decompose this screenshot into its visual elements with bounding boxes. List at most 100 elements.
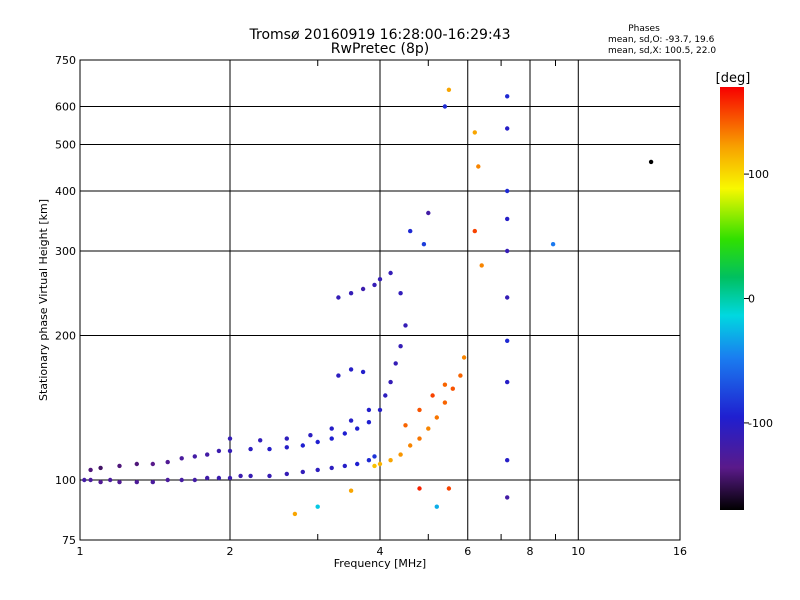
echo-point bbox=[472, 130, 477, 135]
echo-point bbox=[284, 436, 289, 441]
echo-point bbox=[648, 159, 654, 165]
echo-point bbox=[315, 504, 320, 509]
echo-point bbox=[388, 379, 393, 385]
echo-point bbox=[82, 477, 87, 483]
y-tick-label: 400 bbox=[55, 185, 76, 198]
stats-title: Phases bbox=[628, 24, 660, 34]
echo-point bbox=[150, 461, 155, 467]
echo-point bbox=[505, 295, 510, 300]
y-tick-label: 750 bbox=[55, 54, 76, 67]
echo-point bbox=[267, 473, 272, 479]
echo-point bbox=[417, 407, 422, 413]
echo-point bbox=[192, 454, 197, 459]
echo-point bbox=[372, 463, 377, 469]
x-tick-label: 2 bbox=[227, 545, 234, 558]
echo-point bbox=[377, 277, 383, 282]
echo-point bbox=[329, 426, 334, 431]
x-tick-label: 16 bbox=[673, 545, 687, 558]
echo-point bbox=[267, 446, 272, 452]
echo-point bbox=[360, 369, 366, 375]
y-tick-label: 75 bbox=[62, 534, 76, 547]
echo-point bbox=[461, 355, 467, 360]
echo-point bbox=[248, 446, 253, 452]
y-tick-labels: 75 100 200 300 400 500 600 750 bbox=[55, 54, 76, 547]
echo-point bbox=[342, 431, 347, 436]
echo-point bbox=[216, 448, 222, 454]
echo-point bbox=[248, 473, 253, 479]
echo-point bbox=[442, 400, 448, 405]
echo-point bbox=[434, 415, 439, 420]
chart-title-line-2: RwPretec (8p) bbox=[331, 41, 429, 57]
x-tick-label: 8 bbox=[527, 545, 534, 558]
echo-point bbox=[372, 454, 377, 459]
echo-point bbox=[426, 426, 431, 431]
echo-point bbox=[505, 338, 510, 343]
echo-point bbox=[383, 393, 388, 398]
echo-point bbox=[472, 228, 477, 234]
y-axis-label: Stationary phase Virtual Height [km] bbox=[37, 199, 50, 401]
echo-point bbox=[238, 473, 243, 479]
echo-point bbox=[403, 323, 408, 328]
echo-point bbox=[505, 188, 510, 194]
echo-point bbox=[434, 504, 439, 509]
echo-point bbox=[165, 459, 170, 465]
echo-point bbox=[348, 488, 354, 493]
colorbar-tick-label: 100 bbox=[748, 168, 769, 181]
echo-point bbox=[372, 282, 377, 288]
stats-line-o: mean, sd,O: -93.7, 19.6 bbox=[608, 35, 715, 45]
y-tick-label: 100 bbox=[55, 474, 76, 487]
echo-point bbox=[108, 477, 113, 483]
echo-point bbox=[417, 486, 422, 491]
echo-point bbox=[88, 477, 93, 483]
echo-point bbox=[329, 465, 334, 471]
echo-point bbox=[442, 104, 448, 109]
colorbar-label: [deg] bbox=[716, 71, 751, 86]
x-tick-label: 6 bbox=[464, 545, 471, 558]
echo-point bbox=[355, 426, 360, 431]
echo-point bbox=[315, 467, 320, 473]
echo-point bbox=[430, 393, 435, 398]
echo-point bbox=[476, 164, 481, 169]
echo-point bbox=[308, 433, 313, 438]
echo-point bbox=[403, 423, 408, 428]
colorbar-tick-label: -100 bbox=[748, 417, 773, 430]
echo-point bbox=[366, 420, 372, 425]
echo-point bbox=[179, 456, 184, 461]
echo-point bbox=[315, 439, 320, 445]
echo-point bbox=[550, 242, 556, 247]
echo-point bbox=[355, 461, 360, 467]
echo-point bbox=[336, 373, 341, 378]
echo-point bbox=[388, 270, 393, 276]
echo-point bbox=[117, 463, 122, 469]
chart-title-line-1: Tromsø 20160919 16:28:00-16:29:43 bbox=[249, 27, 511, 43]
echo-point bbox=[458, 373, 463, 378]
echo-point bbox=[505, 248, 510, 254]
echo-point bbox=[348, 418, 354, 423]
echo-point bbox=[205, 452, 210, 457]
y-tick-label: 500 bbox=[55, 139, 76, 152]
echo-point bbox=[348, 291, 354, 296]
echo-point bbox=[216, 475, 222, 481]
echo-point bbox=[342, 463, 347, 469]
echo-point bbox=[505, 379, 510, 385]
echo-point bbox=[366, 407, 372, 413]
echo-point bbox=[398, 452, 403, 457]
echo-point bbox=[98, 479, 103, 485]
echo-point bbox=[505, 458, 510, 463]
colorbar-tick-label: 0 bbox=[748, 293, 755, 306]
y-tick-label: 200 bbox=[55, 330, 76, 343]
echo-point bbox=[408, 228, 413, 234]
colorbar-gradient bbox=[720, 87, 744, 510]
echo-point bbox=[360, 286, 366, 292]
echo-point bbox=[446, 486, 452, 491]
x-tick-label: 10 bbox=[571, 545, 585, 558]
echo-point bbox=[446, 87, 452, 93]
echo-point bbox=[408, 443, 413, 448]
grid bbox=[80, 60, 680, 540]
echo-point bbox=[329, 436, 334, 441]
echo-point bbox=[292, 511, 298, 517]
echo-point bbox=[300, 469, 305, 475]
stats-line-x: mean, sd,X: 100.5, 22.0 bbox=[608, 46, 716, 56]
echo-point bbox=[348, 367, 354, 372]
